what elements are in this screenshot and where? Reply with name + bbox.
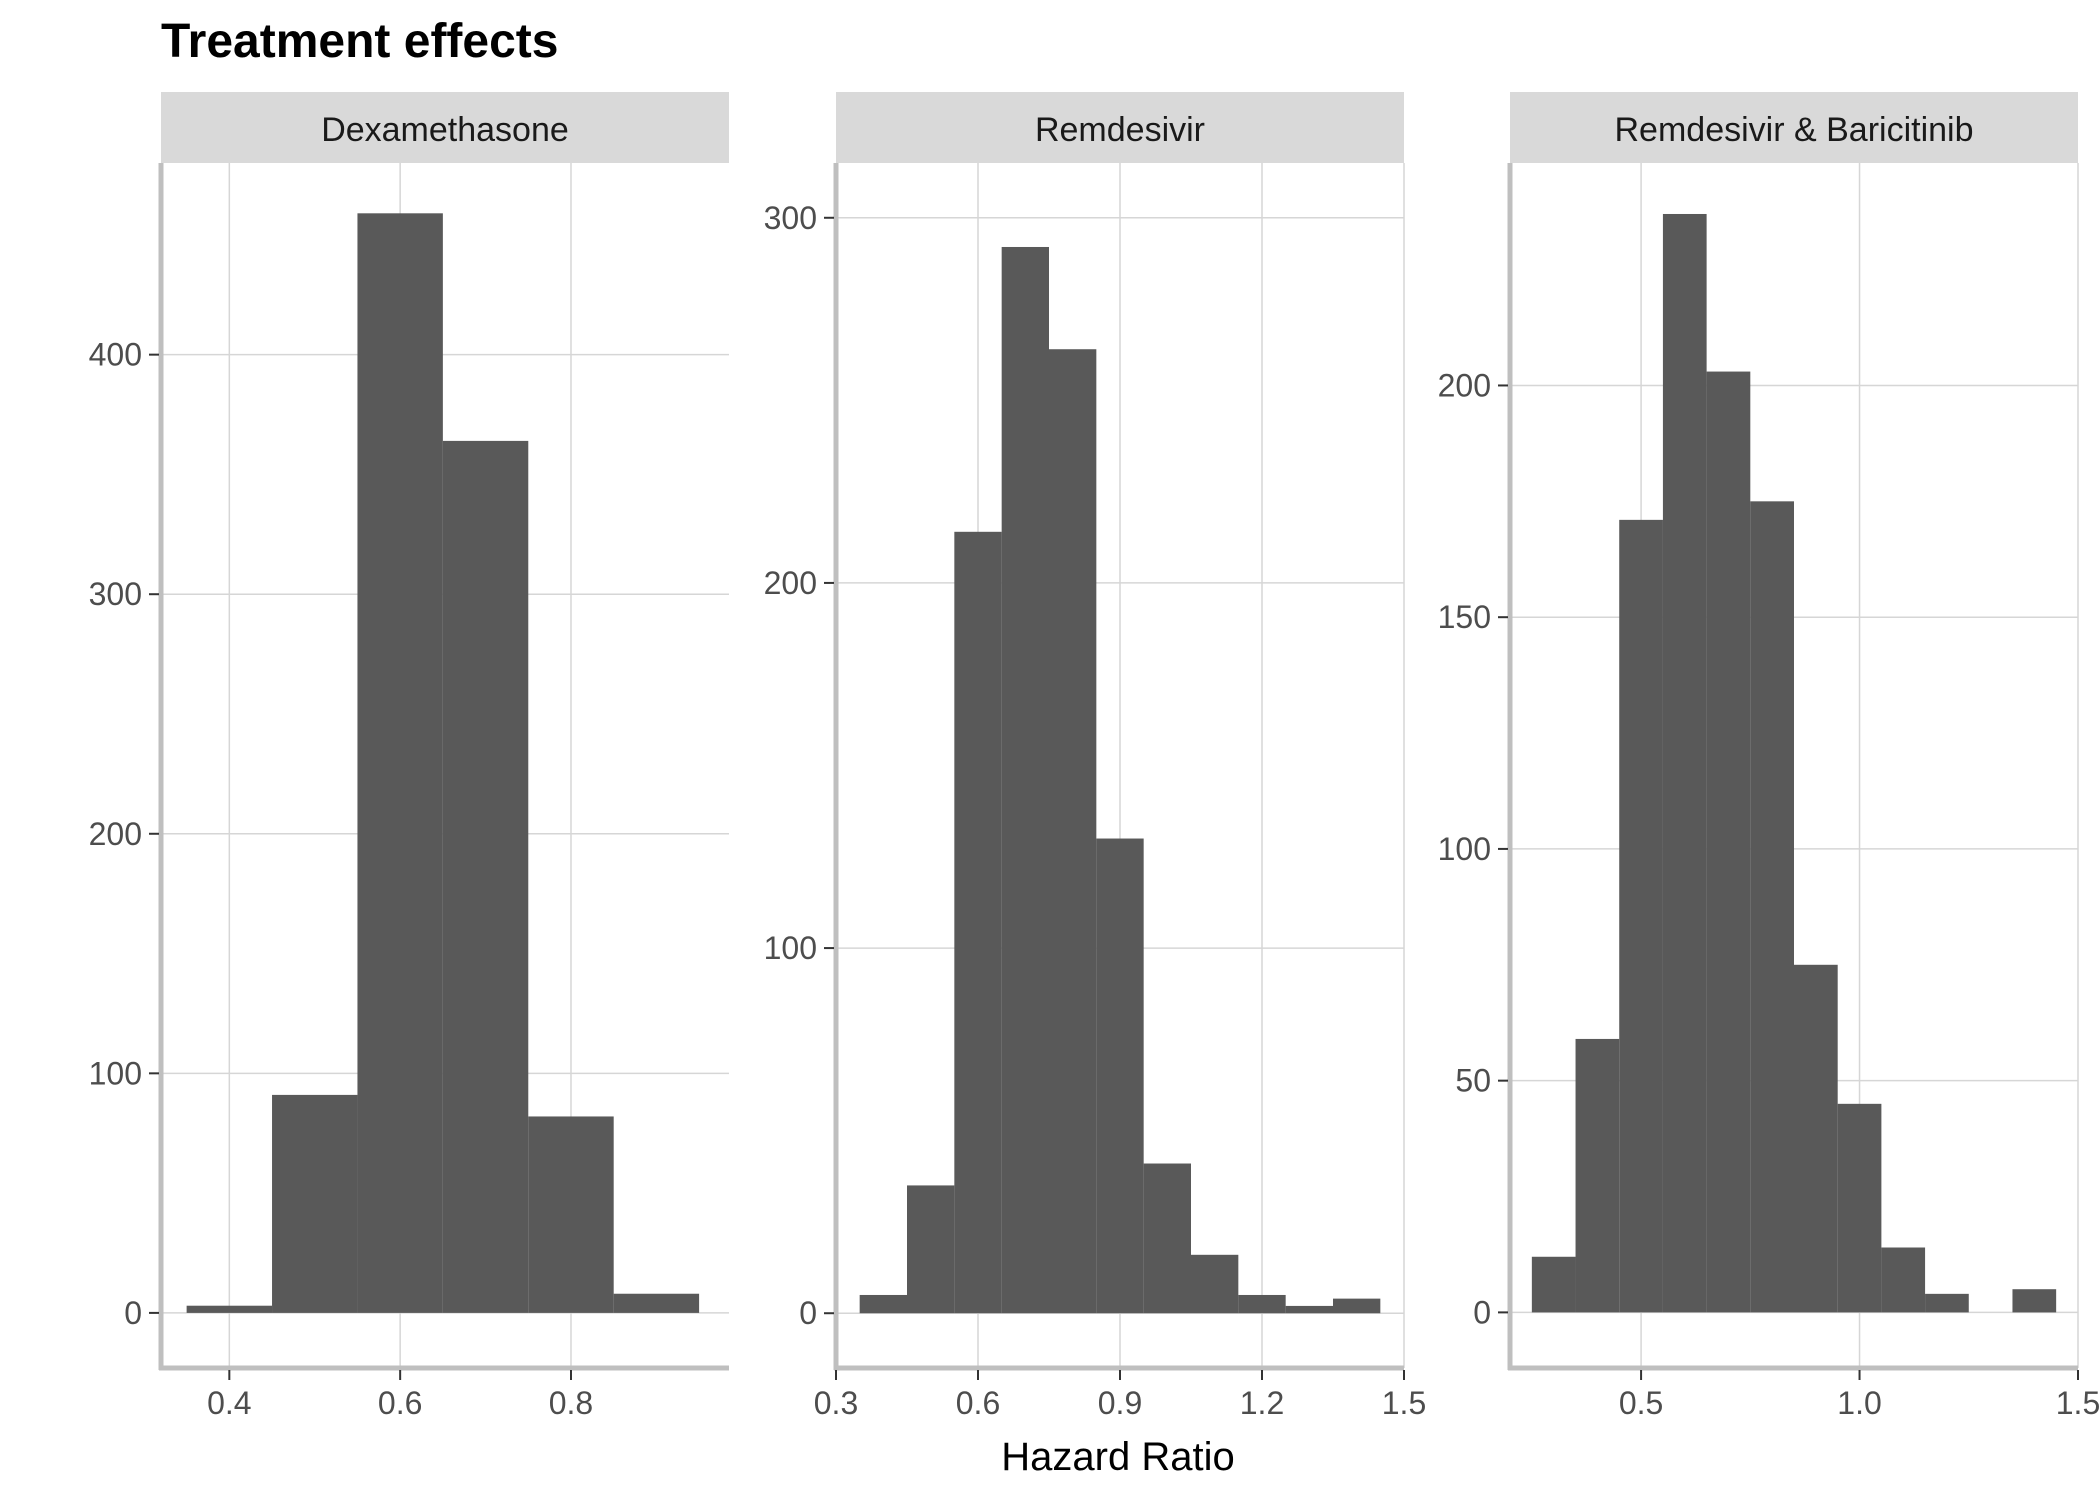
histogram-bar (859, 1294, 907, 1314)
chart-title: Treatment effects (161, 15, 558, 68)
histogram-bar (1706, 371, 1751, 1313)
x-tick-label: 0.3 (814, 1385, 858, 1421)
histogram-bar (272, 1094, 358, 1313)
histogram-bar (1001, 246, 1049, 1314)
histogram-bar (1238, 1294, 1286, 1314)
histogram-bar (442, 440, 529, 1313)
x-tick-label: 0.9 (1098, 1385, 1142, 1421)
facet-strip-label: Remdesivir & Baricitinib (1615, 111, 1974, 149)
x-tick-label: 0.8 (549, 1385, 593, 1421)
histogram-bar (1333, 1298, 1381, 1314)
y-tick-label: 100 (764, 930, 817, 966)
facet-panels: Dexamethasone 0 100 200 300 400 0.4 0.6 0.8 Remde… (89, 92, 2100, 1421)
y-tick-label: 200 (1438, 367, 1491, 403)
y-tick-label: 100 (89, 1055, 142, 1091)
x-tick-label: 0.6 (378, 1385, 422, 1421)
histogram-bar (1143, 1163, 1191, 1314)
x-tick-label: 0.6 (956, 1385, 1000, 1421)
histogram-bar (954, 531, 1002, 1314)
y-tick-label: 0 (124, 1295, 142, 1331)
facet-strip (1510, 92, 2078, 163)
y-tick-label: 300 (764, 200, 817, 236)
facet-panel-1: Dexamethasone 0 100 200 300 400 0.4 0.6 0.8 (89, 92, 729, 1421)
x-tick-label: 1.0 (1837, 1385, 1881, 1421)
x-tick-label: 1.5 (2056, 1385, 2100, 1421)
facet-strip-label: Dexamethasone (321, 111, 569, 149)
y-tick-label: 100 (1438, 831, 1491, 867)
histogram-bar (1096, 838, 1144, 1314)
histogram-bar (528, 1116, 614, 1313)
histogram-bar (1662, 213, 1707, 1313)
histogram-bar (1575, 1038, 1620, 1313)
y-tick-label: 200 (764, 565, 817, 601)
y-tick-label: 300 (89, 576, 142, 612)
y-tick-label: 200 (89, 816, 142, 852)
y-tick-label: 400 (89, 337, 142, 373)
y-tick-label: 150 (1438, 599, 1491, 635)
histogram-bar (1881, 1247, 1926, 1313)
histogram-bar (1794, 964, 1838, 1313)
histogram-bar (1837, 1103, 1882, 1313)
histogram-bar (1925, 1293, 1969, 1313)
facet-strip (836, 92, 1404, 163)
y-tick-label: 50 (1455, 1063, 1491, 1099)
y-tick-label: 0 (799, 1295, 817, 1331)
facet-panel-3: Remdesivir & Baricitinib 0 50 100 150 200 0.5 1… (1438, 92, 2100, 1421)
histogram-bar (1049, 349, 1097, 1314)
x-tick-label: 1.2 (1240, 1385, 1284, 1421)
histogram-bar (1285, 1305, 1333, 1314)
histogram-bar (613, 1293, 700, 1313)
y-tick-label: 0 (1473, 1294, 1491, 1330)
histogram-bar (1619, 519, 1663, 1313)
facet-strip-label: Remdesivir (1035, 111, 1205, 149)
facet-panel-2: Remdesivir 0 100 200 300 0.3 0.6 0.9 1.2 1.5 (764, 92, 1426, 1421)
histogram-bar (2012, 1289, 2057, 1313)
x-axis-title: Hazard Ratio (1001, 1435, 1234, 1479)
x-tick-label: 0.4 (207, 1385, 251, 1421)
histogram-bar (357, 213, 443, 1313)
histogram-bar (1191, 1254, 1239, 1314)
histogram-bar (1750, 501, 1794, 1313)
x-tick-label: 1.5 (1382, 1385, 1426, 1421)
histogram-bar (907, 1185, 955, 1314)
x-tick-label: 0.5 (1619, 1385, 1663, 1421)
histogram-bar (1531, 1256, 1576, 1313)
histogram-bar (186, 1305, 273, 1313)
facet-strip (161, 92, 729, 163)
